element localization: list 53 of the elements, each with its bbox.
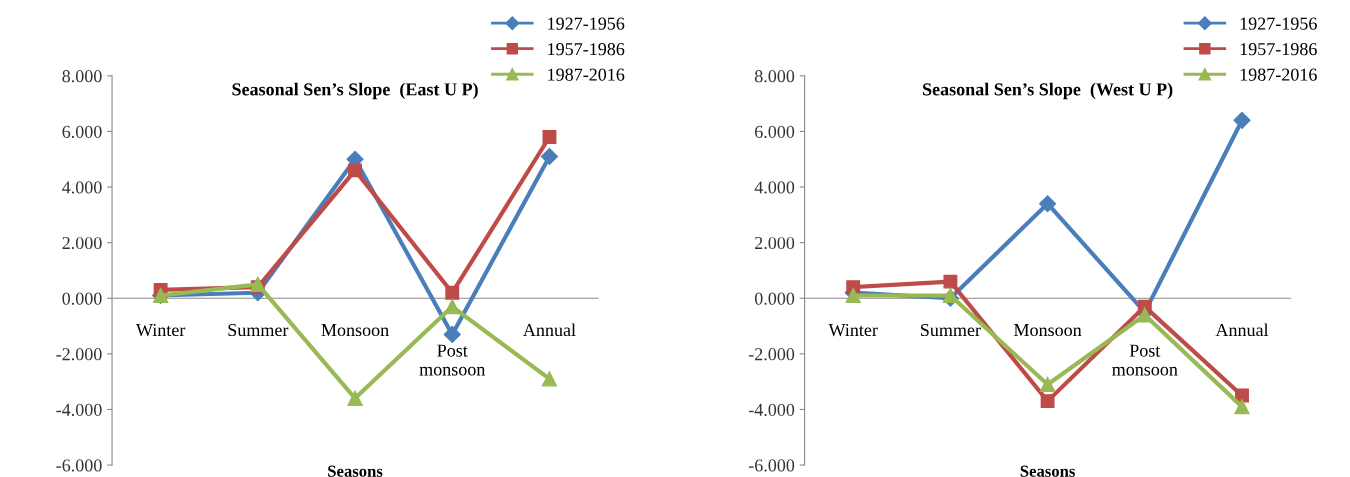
legend-label: 1987-2016 [548, 68, 625, 81]
point [845, 287, 861, 304]
x-tick-label: Summer [228, 323, 289, 337]
y-tick-label: 8.000 [62, 70, 102, 83]
chart-title: Seasonal Sen’s Slope (East U P) [232, 82, 478, 100]
legend-label: 1987-2016 [1240, 68, 1317, 81]
chart-title: Seasonal Sen’s Slope (West U P) [923, 82, 1173, 100]
x-tick-label: Annual [523, 323, 576, 337]
legend-label: 1927-1956 [548, 17, 625, 30]
x-tick-label: Post monsoon [419, 344, 486, 376]
y-tick-label: 2.000 [62, 236, 102, 250]
x-tick-label: Winter [828, 323, 878, 337]
point [541, 371, 558, 387]
x-axis-title: Seasons [328, 465, 383, 477]
y-tick-label: 0.000 [754, 292, 795, 305]
y-tick-label: -4.000 [748, 403, 795, 416]
point [445, 285, 460, 300]
y-tick-label: 8.000 [754, 70, 795, 83]
legend-label: 1927-1956 [1240, 17, 1317, 30]
point [540, 147, 559, 166]
point [347, 390, 363, 406]
y-tick-label: 6.000 [62, 125, 102, 138]
point [1039, 195, 1057, 213]
point [348, 163, 362, 178]
point [1137, 307, 1153, 323]
point [1233, 111, 1251, 129]
x-axis-title: Seasons [1020, 465, 1075, 477]
x-tick-label: Monsoon [321, 324, 389, 337]
x-tick-label: Summer [921, 323, 981, 337]
y-tick-label: -2.000 [56, 348, 102, 361]
x-tick-label: Post monsoon [1112, 344, 1178, 376]
y-tick-label: 0.000 [62, 292, 102, 305]
legend-label: 1957-1986 [548, 43, 625, 56]
x-tick-label: Monsoon [1014, 324, 1082, 337]
y-tick-label: -4.000 [56, 403, 102, 416]
y-tick-label: -6.000 [56, 459, 102, 472]
y-tick-label: 6.000 [755, 125, 795, 138]
x-tick-label: Annual [1215, 323, 1269, 337]
y-tick-label: 4.000 [62, 181, 102, 194]
point [250, 276, 266, 292]
point [444, 298, 460, 315]
point [1040, 394, 1055, 409]
legend-label: 1957-1986 [1240, 43, 1317, 56]
point [443, 325, 461, 343]
x-tick-label: Winter [135, 323, 186, 337]
y-tick-label: -2.000 [748, 348, 795, 361]
point [943, 274, 958, 289]
y-tick-label: -6.000 [748, 459, 795, 472]
point [1234, 399, 1250, 415]
point [542, 130, 557, 144]
y-tick-label: 2.000 [755, 236, 795, 250]
point [1039, 376, 1056, 393]
y-tick-label: 4.000 [754, 181, 795, 194]
